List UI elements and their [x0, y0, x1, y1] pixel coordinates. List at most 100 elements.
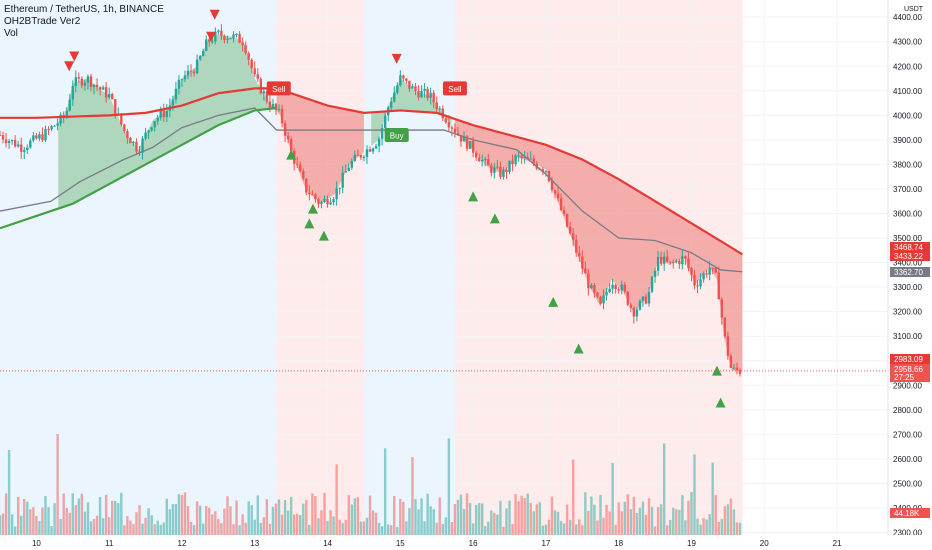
candle-body	[23, 150, 26, 152]
candle-body	[86, 76, 90, 83]
volume-bar	[471, 523, 475, 535]
candle-body	[396, 85, 399, 93]
volume-bar	[441, 523, 444, 535]
volume-bar	[229, 506, 232, 535]
volume-bar	[68, 512, 71, 535]
volume-bar	[620, 511, 623, 535]
volume-bar	[50, 526, 53, 535]
candle-body	[7, 141, 11, 144]
volume-bar	[362, 521, 366, 535]
price-tag-label: 3433.22	[894, 252, 923, 261]
volume-bar	[484, 526, 487, 535]
candle-body	[359, 155, 363, 158]
candle-body	[593, 285, 596, 293]
volume-bar	[696, 518, 699, 535]
candle-body	[523, 156, 526, 159]
volume-bar	[71, 493, 74, 535]
candle-body	[562, 210, 566, 214]
volume-bar	[702, 518, 705, 535]
candle-body	[165, 110, 169, 118]
indicator-volume-label[interactable]: Vol	[4, 28, 18, 39]
volume-bar	[496, 514, 499, 535]
volume-bar	[141, 523, 144, 535]
candle-body	[726, 336, 730, 356]
candle-body	[608, 288, 611, 293]
volume-bar	[317, 518, 320, 535]
candle-body	[16, 144, 20, 147]
candle-body	[477, 157, 481, 162]
candle-body	[186, 70, 190, 76]
candle-body	[374, 146, 378, 149]
volume-bar	[47, 507, 50, 535]
volume-bar	[320, 510, 323, 535]
volume-bar	[292, 514, 296, 535]
candle-body	[420, 90, 423, 98]
volume-bar	[174, 503, 178, 535]
candle-body	[332, 199, 335, 203]
volume-bar	[417, 509, 420, 535]
volume-bar	[614, 524, 617, 535]
candle-body	[675, 260, 678, 263]
moving-average-red	[0, 87, 744, 256]
volume-bar	[338, 519, 341, 535]
volume-bar	[553, 510, 557, 535]
volume-bar	[359, 521, 363, 535]
candle-body	[232, 34, 235, 39]
volume-bar	[117, 503, 120, 535]
volume-bar	[499, 500, 502, 535]
candle-body	[111, 93, 114, 100]
candle-body	[423, 88, 426, 91]
candle-body	[408, 80, 411, 89]
candle-body	[638, 300, 642, 310]
candle-body	[435, 102, 438, 110]
buy-triangle-icon	[573, 343, 584, 354]
volume-bar	[541, 525, 545, 535]
volume-bar	[80, 493, 84, 535]
price-tag-label: 44.18K	[894, 509, 920, 518]
volume-bar	[114, 500, 117, 535]
buy-triangle-icon	[318, 230, 329, 241]
volume-bar	[526, 493, 529, 535]
candle-body	[80, 78, 84, 86]
candle-body	[20, 144, 23, 152]
volume-bar	[599, 494, 602, 535]
x-tick-label: 21	[833, 539, 842, 548]
symbol-title[interactable]: Ethereum / TetherUS, 1h, BINANCE	[4, 4, 164, 15]
candle-body	[104, 87, 108, 98]
candle-body	[568, 226, 572, 234]
candle-body	[629, 304, 633, 308]
candle-body	[53, 125, 56, 127]
price-tag	[890, 242, 930, 252]
volume-bar	[390, 525, 393, 535]
volume-bar	[659, 504, 663, 535]
candle-body	[465, 136, 469, 149]
candle-body	[496, 166, 499, 168]
candle-body	[644, 296, 648, 304]
volume-bar	[4, 493, 8, 535]
volume-bar	[426, 493, 429, 535]
indicator-oh2btrade-label[interactable]: OH2BTrade Ver2	[4, 16, 81, 27]
volume-bar	[35, 516, 38, 535]
candle-body	[526, 156, 529, 159]
volume-bar	[699, 524, 702, 535]
y-tick-label: 2300.00	[893, 529, 922, 538]
candle-body	[344, 171, 347, 173]
volume-bar	[635, 512, 639, 535]
volume-bar	[299, 514, 302, 535]
volume-bar	[32, 507, 35, 535]
candle-body	[305, 178, 308, 193]
volume-bar	[626, 494, 629, 535]
candle-body	[0, 134, 2, 136]
volume-bar	[559, 520, 563, 535]
volume-bar	[393, 495, 396, 535]
candle-body	[308, 192, 311, 195]
volume-bar	[38, 520, 41, 535]
volume-bar	[726, 504, 730, 535]
candle-body	[365, 149, 369, 158]
volume-bar	[672, 507, 675, 535]
candle-body	[280, 108, 284, 124]
candle-body	[432, 92, 435, 103]
candle-body	[474, 152, 478, 158]
candle-body	[517, 155, 520, 157]
